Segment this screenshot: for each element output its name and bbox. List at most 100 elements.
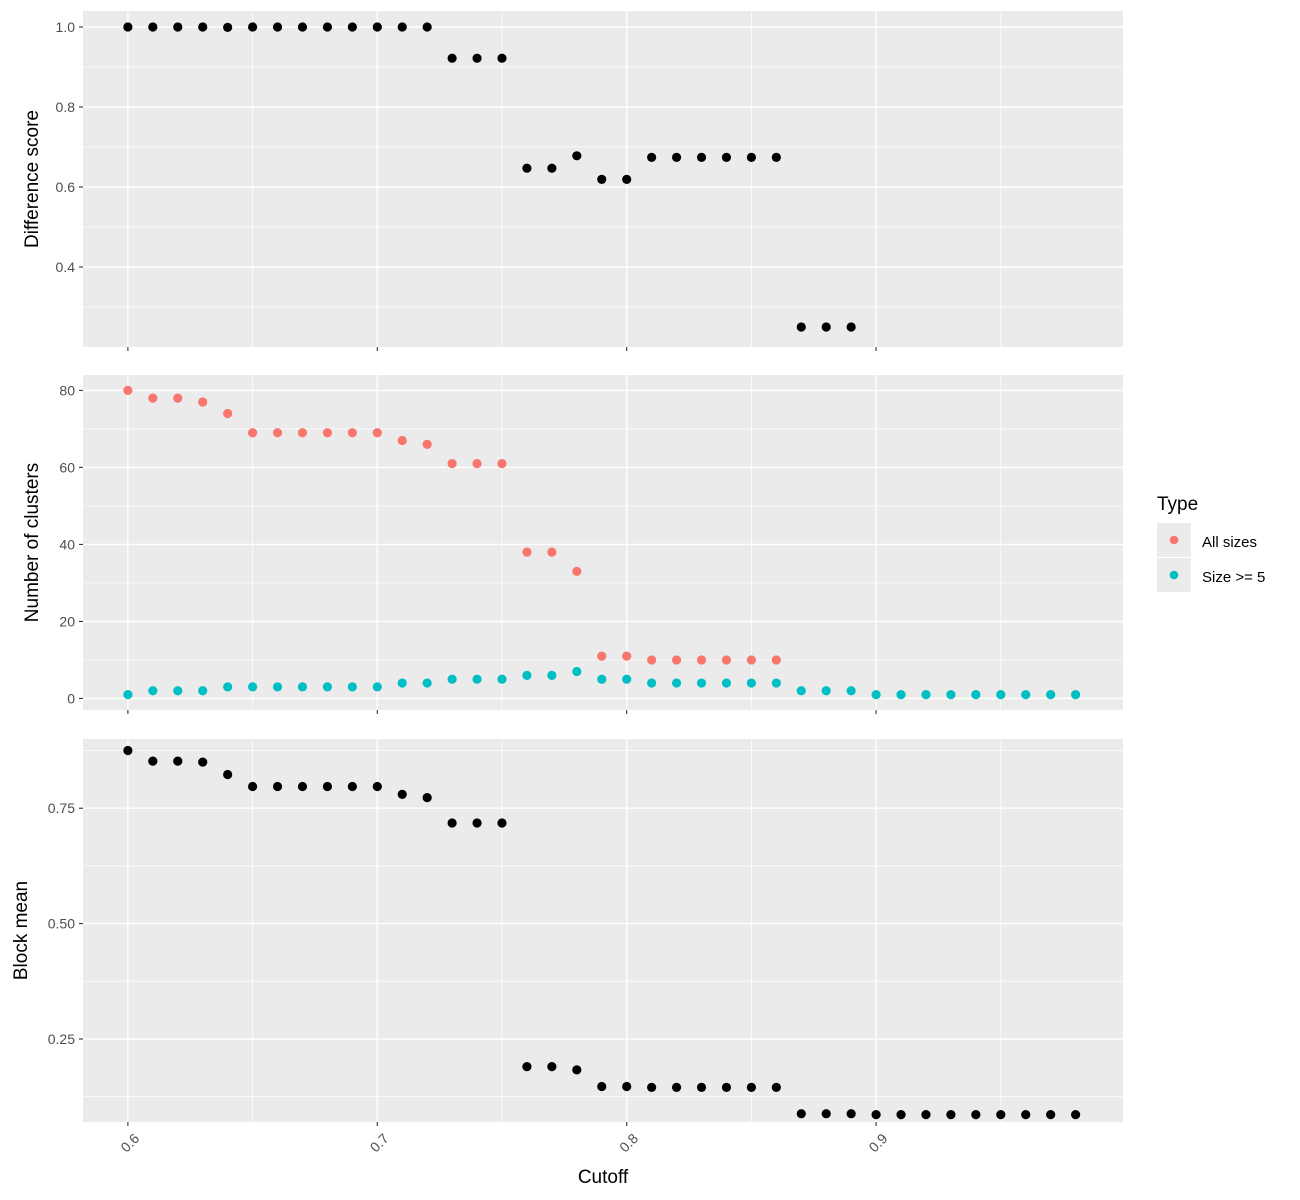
- data-point: [372, 682, 382, 692]
- series-points: [123, 22, 856, 332]
- series-size-ge-5: [123, 666, 1081, 700]
- data-point: [472, 458, 482, 469]
- y-axis-title: Difference score: [22, 110, 43, 248]
- data-point: [572, 151, 582, 161]
- data-point: [497, 53, 507, 63]
- data-point: [497, 818, 507, 828]
- data-point: [522, 547, 532, 557]
- data-point: [397, 435, 407, 446]
- y-tick-label: 60: [59, 459, 75, 475]
- data-point: [1071, 689, 1081, 700]
- data-point: [871, 689, 881, 700]
- panel-background: [83, 739, 1123, 1122]
- y-tick-label: 80: [59, 382, 75, 398]
- data-point: [647, 678, 657, 688]
- data-point: [148, 756, 158, 766]
- data-point: [447, 818, 457, 828]
- data-point: [198, 757, 208, 767]
- data-point: [422, 22, 432, 32]
- data-point: [347, 22, 357, 32]
- data-point: [696, 1082, 707, 1092]
- data-point: [547, 670, 557, 680]
- legend-key-size-ge-5: [1169, 570, 1179, 580]
- data-point: [971, 689, 981, 700]
- data-point: [173, 686, 183, 696]
- data-point: [746, 678, 756, 688]
- data-point: [272, 22, 283, 32]
- data-point: [1046, 689, 1056, 700]
- data-point: [821, 322, 831, 332]
- data-point: [921, 1110, 931, 1120]
- data-point: [696, 655, 707, 665]
- data-point: [322, 22, 333, 32]
- data-point: [547, 163, 557, 173]
- y-tick-label: 1.0: [56, 19, 76, 35]
- data-point: [472, 674, 482, 684]
- data-point: [622, 1081, 632, 1092]
- data-point: [123, 689, 133, 700]
- data-point: [721, 655, 732, 665]
- x-tick-label: 0.9: [865, 1130, 890, 1155]
- data-point: [946, 1110, 956, 1120]
- data-point: [322, 682, 333, 692]
- data-point: [821, 686, 831, 696]
- data-point: [198, 397, 208, 407]
- data-point: [173, 393, 183, 403]
- data-point: [597, 674, 607, 684]
- data-point: [572, 1065, 582, 1075]
- data-point: [671, 655, 682, 665]
- data-point: [771, 678, 781, 688]
- data-point: [422, 793, 432, 803]
- data-point: [148, 686, 158, 696]
- data-point: [497, 458, 507, 469]
- data-point: [1046, 1110, 1056, 1120]
- data-point: [671, 152, 682, 162]
- data-point: [597, 174, 607, 184]
- data-point: [497, 674, 507, 684]
- data-point: [447, 674, 457, 684]
- data-point: [871, 1110, 881, 1120]
- data-point: [247, 428, 258, 438]
- y-axis-title: Number of clusters: [22, 463, 43, 622]
- data-point: [247, 22, 258, 32]
- data-point: [721, 678, 732, 688]
- data-point: [846, 686, 856, 696]
- data-point: [123, 745, 133, 756]
- panel-3: 0.25 0.50 0.75 Block mean: [11, 739, 1123, 1126]
- data-point: [597, 651, 607, 661]
- x-tick-label: 0.8: [616, 1130, 641, 1155]
- legend-key-all-sizes: [1169, 535, 1179, 545]
- data-point: [422, 439, 432, 449]
- data-point: [746, 655, 756, 665]
- data-point: [272, 781, 283, 792]
- x-tick-label: 0.6: [117, 1130, 142, 1155]
- data-point: [247, 781, 258, 792]
- data-point: [746, 1082, 756, 1092]
- data-point: [721, 1082, 732, 1092]
- data-point: [223, 769, 233, 780]
- data-point: [647, 1082, 657, 1092]
- data-point: [547, 547, 557, 557]
- data-point: [297, 428, 308, 438]
- data-point: [896, 1110, 906, 1120]
- y-tick-label: 0.6: [56, 179, 76, 195]
- panel-1: 0.4 0.6 0.8 1.0 Difference score: [22, 11, 1123, 351]
- data-point: [397, 789, 407, 799]
- y-tick-label: 0.8: [56, 99, 76, 115]
- data-point: [746, 152, 756, 162]
- y-tick-label: 0.25: [48, 1031, 75, 1047]
- data-point: [397, 22, 407, 32]
- data-point: [771, 152, 781, 162]
- data-point: [572, 666, 582, 677]
- data-point: [796, 322, 806, 332]
- data-point: [1021, 1110, 1031, 1120]
- y-tick-label: 0.4: [56, 259, 76, 275]
- data-point: [272, 428, 283, 438]
- data-point: [322, 781, 333, 792]
- data-point: [696, 152, 707, 162]
- data-point: [173, 22, 183, 32]
- data-point: [472, 53, 482, 63]
- data-point: [347, 682, 357, 692]
- x-axis: 0.6 0.7 0.8 0.9: [117, 1130, 890, 1155]
- data-point: [322, 428, 333, 438]
